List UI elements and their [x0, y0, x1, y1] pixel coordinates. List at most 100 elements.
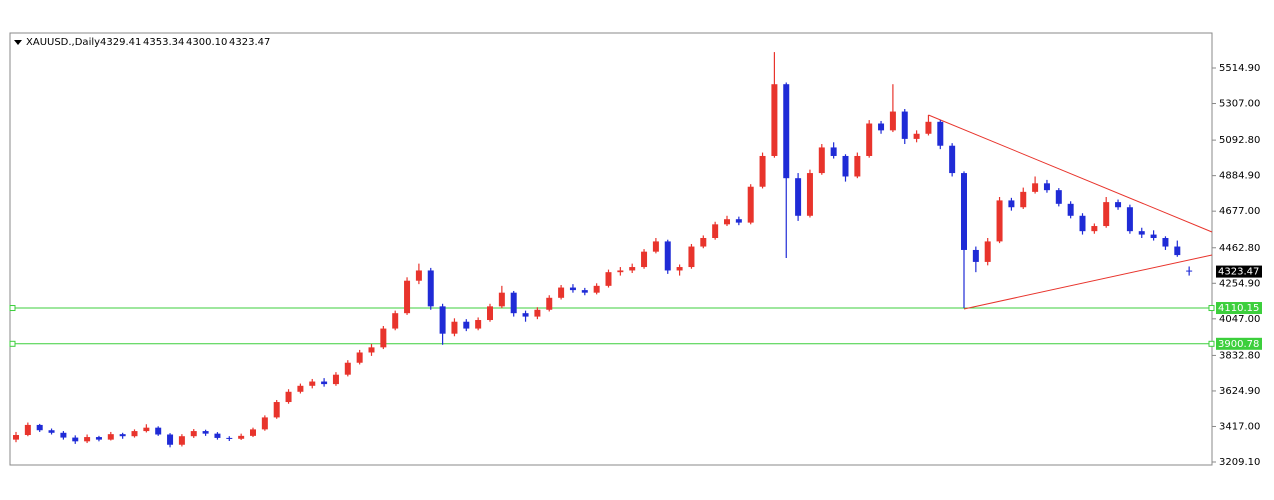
candle-body [321, 381, 328, 385]
candle-body [1055, 190, 1062, 204]
candle-body [830, 147, 837, 156]
candle-body [1067, 203, 1074, 216]
candle-body [273, 402, 280, 418]
title-ohlc: 4323.47 [229, 37, 270, 48]
candle-body [629, 267, 636, 271]
candle-body [1162, 237, 1169, 247]
candle-body [380, 328, 387, 348]
candle-body [356, 352, 363, 363]
candle-body [439, 306, 446, 334]
candle-body [546, 297, 553, 310]
y-tick-label: 5307.00 [1219, 99, 1260, 110]
y-tick-label: 3417.00 [1219, 421, 1260, 432]
candle-body [1150, 234, 1157, 238]
candle-body [13, 435, 19, 440]
price-label-bg [1216, 302, 1262, 315]
candle-body [641, 251, 648, 268]
candle-body [226, 437, 233, 439]
candle-body [1020, 191, 1027, 208]
candle-body [119, 434, 126, 437]
trendline [963, 254, 1213, 310]
price-label: 3900.78 [1218, 339, 1259, 350]
candle-body [95, 437, 102, 440]
candle-body [771, 84, 778, 156]
candle-body [747, 186, 754, 223]
candle-body [913, 133, 920, 139]
candle-body [984, 241, 991, 262]
candle-body [60, 432, 67, 438]
candle-body [1008, 200, 1015, 208]
candle-body [297, 385, 304, 392]
candle-body [569, 287, 576, 291]
candle-body [36, 424, 43, 431]
candle-body [878, 123, 885, 131]
candle-body [487, 306, 493, 321]
y-tick-label: 3624.90 [1219, 386, 1260, 397]
title-ohlc: 4353.34 [143, 37, 184, 48]
candle-body [368, 347, 375, 353]
candle-body [996, 200, 1003, 242]
candle-body [605, 272, 612, 286]
candle-body [949, 145, 956, 174]
candle-body [854, 155, 861, 177]
candle-body [285, 391, 292, 403]
y-tick-label: 4677.00 [1219, 206, 1260, 217]
candle-body [1186, 270, 1193, 272]
candle-body [451, 321, 458, 334]
last-price-label: 4323.47 [1218, 267, 1259, 278]
candle-body [1174, 246, 1181, 256]
candle-body [143, 427, 150, 432]
candle-body [522, 313, 529, 317]
candle-body [178, 436, 185, 445]
candle-body [901, 111, 908, 139]
candle-body [72, 437, 79, 442]
candle-body [475, 320, 482, 329]
y-tick-label: 4462.80 [1219, 243, 1260, 254]
trendline [928, 114, 1213, 233]
candle-body [937, 121, 944, 146]
candle-body [1043, 183, 1050, 191]
candle-body [250, 429, 256, 436]
candle-body [238, 435, 245, 439]
candle-body [202, 431, 209, 434]
candle-body [735, 219, 742, 223]
price-label-bg [1216, 337, 1262, 350]
line-anchor [9, 340, 16, 347]
line-anchor [1208, 340, 1215, 347]
candle-body [581, 290, 588, 293]
candle-body [48, 430, 55, 433]
candle-body [498, 292, 505, 307]
candle-body [712, 224, 719, 238]
line-anchor [9, 305, 16, 312]
candle-body [688, 246, 695, 268]
candle-body [806, 173, 813, 216]
candle-body [961, 173, 967, 250]
candle-body [1079, 215, 1086, 232]
collapse-arrow [14, 40, 22, 45]
candle-body [593, 285, 600, 293]
candle-body [214, 433, 221, 438]
title-ohlc: 4300.10 [186, 37, 227, 48]
y-tick-label: 4047.00 [1219, 314, 1260, 325]
candle-body [1091, 226, 1098, 232]
candle-body [1138, 231, 1145, 235]
candle-body [664, 241, 671, 271]
y-tick-label: 5514.90 [1219, 63, 1260, 74]
title-ohlc: 4329.41 [100, 37, 141, 48]
candle-body [1103, 202, 1110, 227]
candle-body [155, 427, 162, 435]
chart-title: XAUUSD.,Daily [26, 37, 100, 48]
candle-body [558, 287, 565, 298]
y-tick-label: 4884.90 [1219, 171, 1260, 182]
y-tick-label: 3209.10 [1219, 457, 1260, 468]
candle-body [1126, 207, 1133, 232]
candle-body [795, 178, 802, 216]
candle-body [344, 362, 351, 375]
candle-body [24, 424, 31, 436]
candle-body [759, 155, 766, 187]
candle-body [818, 147, 825, 174]
candle-body [700, 237, 707, 247]
candle-body [972, 249, 979, 262]
candle-body [309, 381, 316, 386]
